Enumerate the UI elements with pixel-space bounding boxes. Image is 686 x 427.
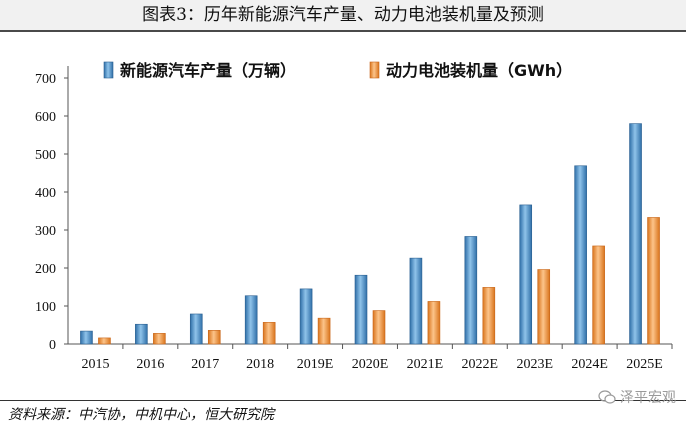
bar-chart: 0 100 200 300 400 500 600 700 2015 2016 2017 2018 20…	[35, 61, 673, 372]
x-tick-label: 2021E	[407, 357, 444, 372]
bar-ev-production	[629, 123, 642, 345]
bar-battery-installed	[98, 337, 111, 345]
footer-divider	[0, 400, 686, 401]
bar-battery-installed	[647, 217, 660, 345]
bar-battery-installed	[537, 269, 551, 345]
bar-battery-installed	[317, 317, 331, 345]
bar-ev-production	[574, 165, 587, 345]
x-tick-label: 2018	[246, 357, 274, 372]
y-tick-label: 200	[35, 262, 56, 277]
bar-ev-production	[299, 288, 313, 345]
y-tick-label: 300	[35, 224, 56, 239]
y-tick-label: 600	[35, 110, 56, 125]
wechat-icon	[598, 390, 616, 404]
x-tick-label: 2025E	[626, 357, 663, 372]
bar-ev-production	[244, 295, 258, 345]
y-tick-label: 500	[35, 148, 56, 163]
bar-battery-installed	[207, 330, 221, 345]
x-tick-label: 2023E	[516, 357, 553, 372]
bar-ev-production	[80, 330, 93, 345]
x-tick-label: 2015	[81, 357, 109, 372]
legend-swatch	[369, 61, 380, 79]
bar-ev-production	[189, 313, 203, 345]
watermark: 泽平宏观	[598, 387, 676, 407]
watermark-text: 泽平宏观	[620, 390, 676, 406]
legend-label: 动力电池装机量（GWh）	[386, 61, 572, 80]
chart-area: 0 100 200 300 400 500 600 700 2015 2016 2017 2018 20…	[0, 32, 686, 382]
y-tick-label: 400	[35, 186, 56, 201]
x-tick-label: 2017	[191, 357, 219, 372]
bar-battery-installed	[482, 287, 496, 345]
bar-battery-installed	[372, 310, 386, 345]
x-tick-label: 2019E	[297, 357, 334, 372]
source-note: 资料来源：中汽协，中机中心，恒大研究院	[8, 407, 274, 423]
bar-ev-production	[354, 274, 368, 345]
legend-label: 新能源汽车产量（万辆）	[120, 61, 296, 80]
legend-swatch	[103, 61, 114, 79]
x-tick-label: 2016	[136, 357, 164, 372]
bar-ev-production	[409, 257, 423, 345]
bar-battery-installed	[153, 333, 166, 345]
y-tick-label: 700	[35, 72, 56, 87]
bar-ev-production	[519, 204, 533, 345]
bar-battery-installed	[592, 245, 605, 345]
chart-title: 图表3：历年新能源汽车产量、动力电池装机量及预测	[0, 0, 686, 32]
bar-ev-production	[135, 323, 148, 345]
x-tick-label: 2020E	[352, 357, 389, 372]
bar-battery-installed	[262, 322, 276, 345]
y-tick-label: 0	[49, 338, 56, 353]
bar-battery-installed	[427, 301, 441, 345]
x-tick-label: 2022E	[462, 357, 499, 372]
x-tick-label: 2024E	[571, 357, 608, 372]
y-tick-label: 100	[35, 300, 56, 315]
bar-ev-production	[464, 236, 478, 345]
